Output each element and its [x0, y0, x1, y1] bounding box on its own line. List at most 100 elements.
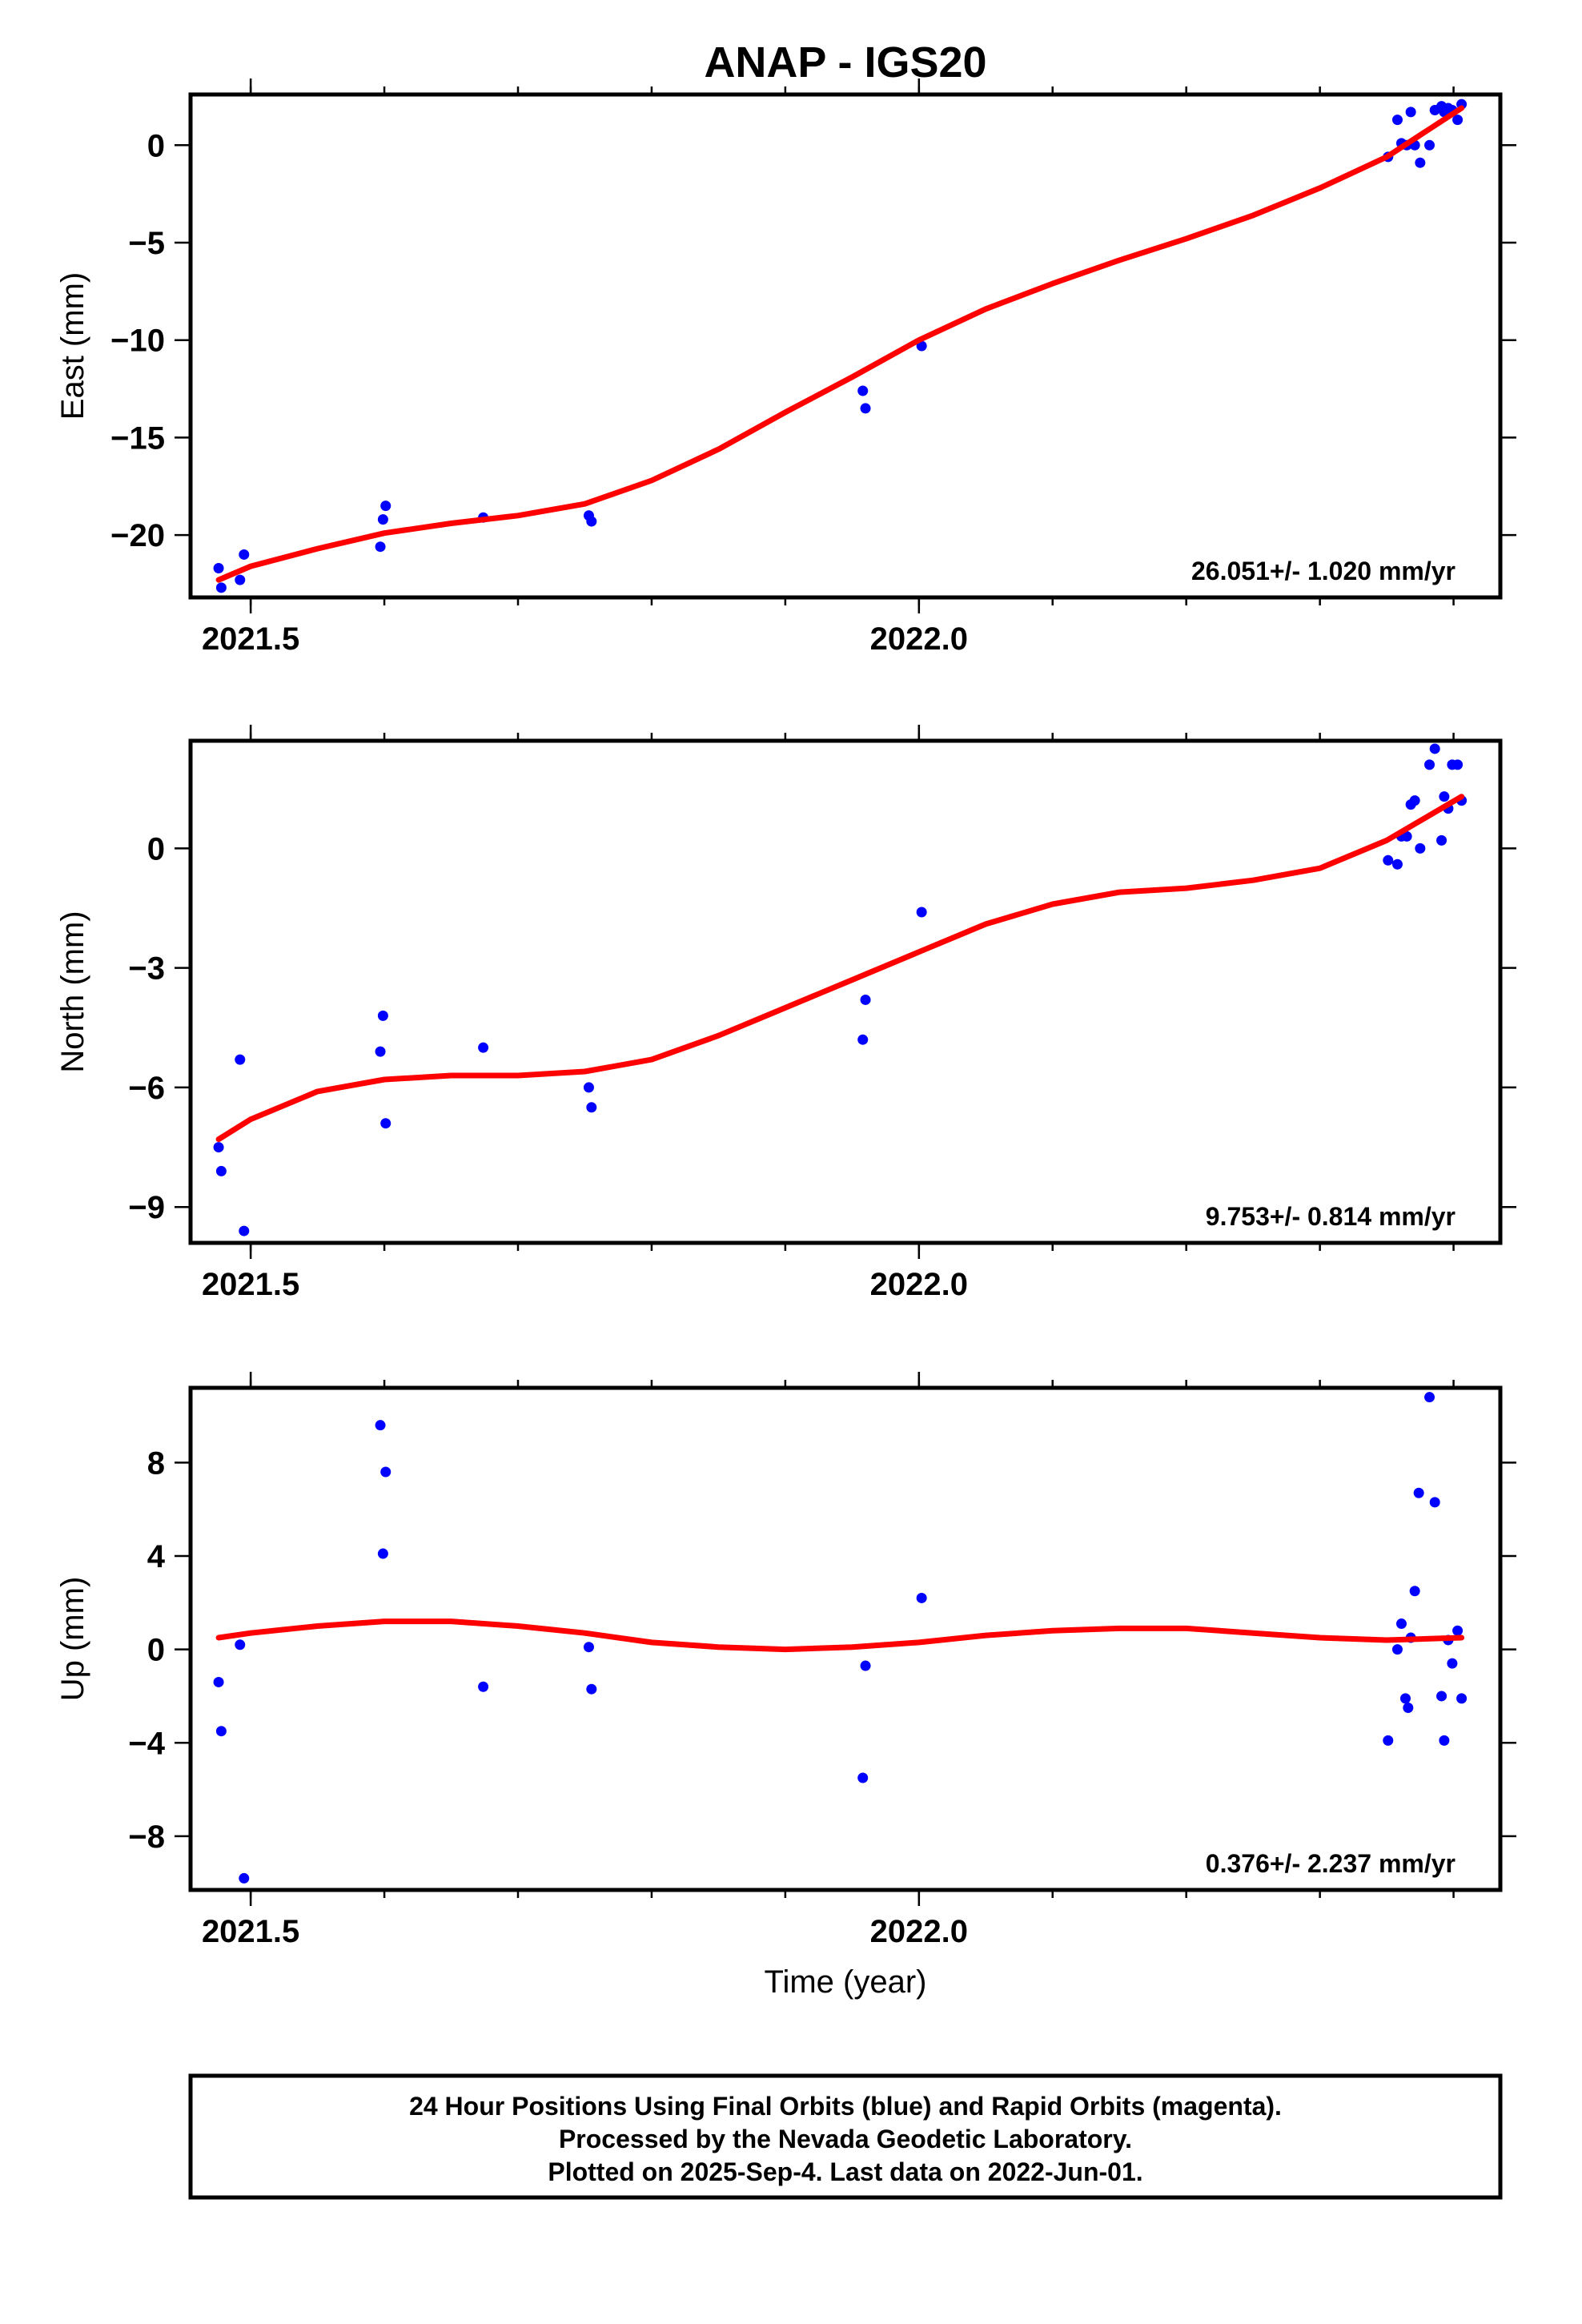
data-point-north — [857, 1034, 869, 1045]
data-point-north — [213, 1142, 224, 1153]
data-point-east — [857, 385, 869, 396]
x-tick-label: 2021.5 — [202, 1267, 299, 1302]
data-point-up — [1383, 1735, 1394, 1746]
y-tick-label: 0 — [147, 128, 165, 163]
data-point-up — [235, 1639, 246, 1651]
x-axis-label: Time (year) — [765, 1964, 927, 2000]
y-tick-label: 0 — [147, 1633, 165, 1668]
y-tick-label: −15 — [110, 420, 165, 456]
y-axis-label-up: Up (mm) — [55, 1577, 90, 1702]
chart-title: ANAP - IGS20 — [704, 38, 986, 86]
data-point-up — [239, 1872, 250, 1884]
y-tick-label: 8 — [147, 1445, 165, 1481]
data-point-up — [1436, 1691, 1447, 1702]
data-point-north — [478, 1042, 489, 1053]
plot-frame-up — [188, 1385, 1503, 1892]
data-point-up — [1452, 1625, 1464, 1636]
rate-label-east: 26.051+/- 1.020 mm/yr — [1191, 557, 1456, 585]
data-point-north — [1436, 834, 1447, 846]
data-point-up — [1447, 1658, 1458, 1669]
data-point-north — [1452, 759, 1464, 770]
data-point-up — [1456, 1693, 1468, 1704]
data-point-up — [377, 1548, 388, 1559]
data-point-north — [235, 1054, 246, 1065]
y-tick-label: −6 — [128, 1071, 165, 1106]
plot-frame-north — [188, 738, 1503, 1245]
fit-curve-up — [215, 1618, 1465, 1653]
data-point-east — [235, 574, 246, 585]
data-point-east — [213, 562, 224, 573]
rate-label-up: 0.376+/- 2.237 mm/yr — [1206, 1849, 1456, 1878]
panel-north: 2021.5 2022.0 0 −3 −6 −9 North (mm) 9.753+/- 0.… — [55, 725, 1516, 1302]
fit-curve-east — [215, 105, 1465, 583]
data-point-north — [860, 994, 871, 1005]
y-tick-label: −10 — [110, 324, 165, 359]
data-point-north — [586, 1102, 597, 1113]
data-point-up — [1399, 1693, 1411, 1704]
data-point-east — [377, 514, 388, 525]
fit-curve-north — [215, 794, 1465, 1143]
data-point-east — [1405, 107, 1416, 118]
data-point-east — [860, 403, 871, 414]
data-point-east — [1424, 139, 1435, 151]
data-point-north — [1424, 759, 1435, 770]
x-tick-label: 2021.5 — [202, 1914, 299, 1949]
data-point-east — [375, 541, 386, 553]
y-tick-label: −9 — [128, 1190, 165, 1225]
y-tick-label: 0 — [147, 831, 165, 866]
data-point-north — [375, 1046, 386, 1057]
y-tick-label: −8 — [128, 1819, 165, 1855]
x-tick-label: 2022.0 — [870, 1914, 968, 1949]
data-point-up — [586, 1683, 597, 1695]
caption-line-1: 24 Hour Positions Using Final Orbits (bl… — [409, 2092, 1282, 2121]
data-point-up — [380, 1466, 391, 1478]
y-tick-label: −20 — [110, 518, 165, 553]
data-point-up — [1424, 1392, 1435, 1403]
caption-line-2: Processed by the Nevada Geodetic Laborat… — [559, 2125, 1132, 2153]
data-point-up — [1413, 1487, 1424, 1498]
data-point-north — [377, 1010, 388, 1021]
data-point-up — [857, 1772, 869, 1783]
data-point-north — [380, 1118, 391, 1129]
data-point-north — [1409, 795, 1420, 806]
panel-east: 2021.5 2022.0 0 −5 −10 −15 −20 East (mm) 26.051+… — [55, 78, 1516, 657]
data-point-north — [583, 1082, 594, 1093]
y-axis-label-east: East (mm) — [55, 272, 90, 420]
data-point-north — [1429, 743, 1440, 754]
data-point-up — [478, 1681, 489, 1692]
data-point-north — [1383, 854, 1394, 866]
y-tick-label: −3 — [128, 951, 165, 987]
data-point-up — [916, 1592, 927, 1603]
data-point-east — [1452, 115, 1464, 126]
data-point-east — [380, 501, 391, 512]
data-point-up — [375, 1420, 386, 1431]
data-point-east — [1415, 157, 1426, 168]
data-point-up — [213, 1676, 224, 1687]
data-point-north — [1401, 830, 1412, 842]
x-tick-label: 2022.0 — [870, 1267, 968, 1302]
data-point-east — [239, 549, 250, 560]
data-point-up — [1429, 1497, 1440, 1508]
panel-up: 2021.5 2022.0 8 4 0 −4 −8 Up (mm) 0.376+/- 2.237… — [55, 1372, 1516, 1949]
y-tick-label: −4 — [128, 1726, 165, 1761]
data-point-north — [1415, 842, 1426, 854]
data-point-up — [1391, 1644, 1403, 1655]
data-point-up — [860, 1660, 871, 1671]
data-point-north — [215, 1165, 227, 1176]
y-tick-label: 4 — [147, 1539, 166, 1574]
data-point-north — [1439, 791, 1450, 802]
plot-frame-east — [188, 92, 1503, 600]
data-point-north — [239, 1225, 250, 1236]
data-point-up — [1395, 1618, 1407, 1630]
caption-line-3: Plotted on 2025-Sep-4. Last data on 2022… — [548, 2157, 1142, 2186]
y-axis-label-north: North (mm) — [55, 911, 90, 1072]
data-point-up — [215, 1726, 227, 1737]
data-point-up — [1409, 1586, 1420, 1597]
data-point-up — [1439, 1735, 1450, 1746]
data-point-east — [916, 340, 927, 352]
x-tick-label: 2022.0 — [870, 621, 968, 657]
data-point-north — [1391, 858, 1403, 870]
data-point-up — [583, 1642, 594, 1653]
caption-box: 24 Hour Positions Using Final Orbits (bl… — [188, 2073, 1503, 2200]
